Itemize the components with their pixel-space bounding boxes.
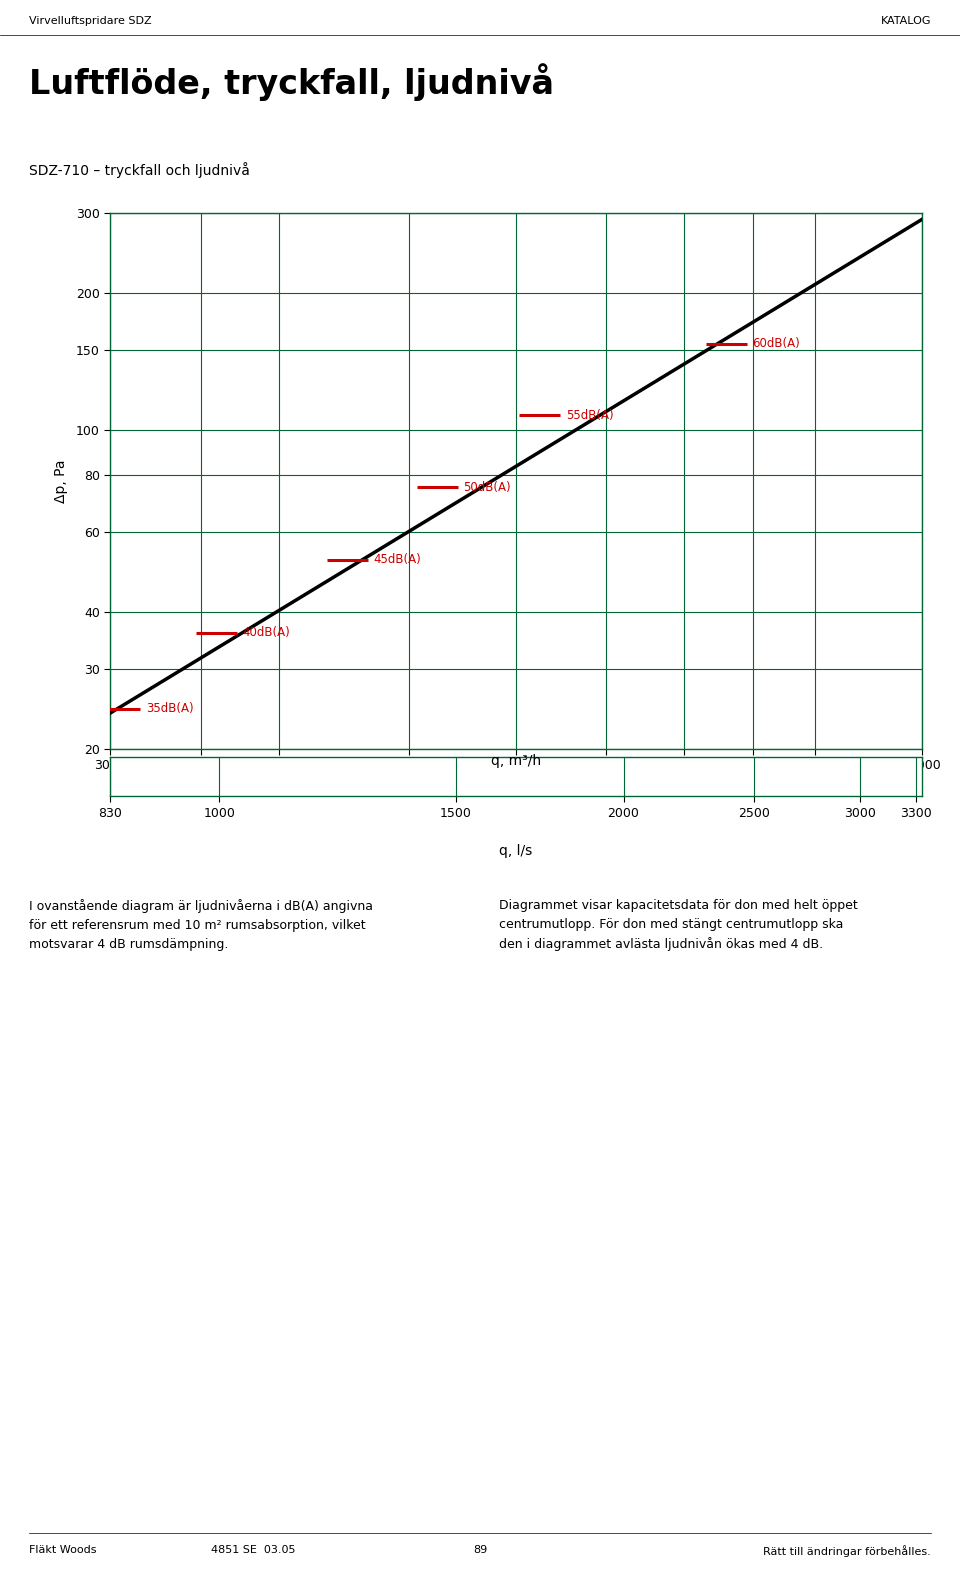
Text: Diagrammet visar kapacitetsdata för don med helt öppet
centrumutlopp. För don me: Diagrammet visar kapacitetsdata för don … <box>499 899 858 951</box>
Text: I ovanstående diagram är ljudnivåerna i dB(A) angivna
för ett referensrum med 10: I ovanstående diagram är ljudnivåerna i … <box>29 899 372 951</box>
Text: Rätt till ändringar förbehålles.: Rätt till ändringar förbehålles. <box>763 1545 931 1558</box>
Text: 50dB(A): 50dB(A) <box>464 481 512 494</box>
Text: 89: 89 <box>473 1545 487 1555</box>
Text: 4851 SE  03.05: 4851 SE 03.05 <box>211 1545 296 1555</box>
Text: Luftflöde, tryckfall, ljudnivå: Luftflöde, tryckfall, ljudnivå <box>29 63 554 101</box>
Text: 40dB(A): 40dB(A) <box>243 626 291 639</box>
Y-axis label: Δp, Pa: Δp, Pa <box>54 459 68 503</box>
Text: 45dB(A): 45dB(A) <box>373 554 421 566</box>
Text: SDZ-710 – tryckfall och ljudnivå: SDZ-710 – tryckfall och ljudnivå <box>29 162 250 178</box>
Text: KATALOG: KATALOG <box>880 16 931 25</box>
Text: Virvelluftspridare SDZ: Virvelluftspridare SDZ <box>29 16 152 25</box>
Text: 60dB(A): 60dB(A) <box>753 337 801 350</box>
Text: Fläkt Woods: Fläkt Woods <box>29 1545 96 1555</box>
Text: 35dB(A): 35dB(A) <box>146 702 194 716</box>
Text: q, l/s: q, l/s <box>499 844 533 858</box>
Text: q, m³/h: q, m³/h <box>491 754 541 768</box>
Text: 55dB(A): 55dB(A) <box>565 408 613 421</box>
